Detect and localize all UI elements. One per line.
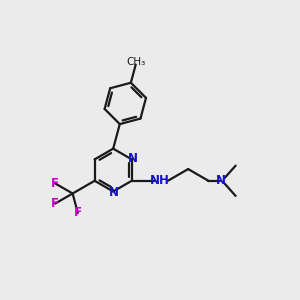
Text: N: N (128, 152, 137, 165)
Text: NH: NH (150, 174, 170, 187)
Text: N: N (215, 174, 226, 187)
Text: CH₃: CH₃ (127, 57, 146, 67)
Text: F: F (51, 177, 59, 190)
Text: N: N (109, 186, 119, 199)
Text: F: F (74, 206, 82, 219)
Text: F: F (51, 197, 59, 210)
